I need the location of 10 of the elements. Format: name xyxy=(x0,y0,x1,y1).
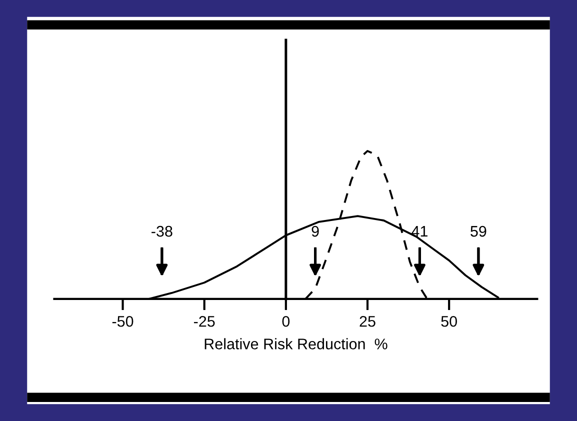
x-tick-label: 50 xyxy=(441,316,457,327)
x-axis-title: Relative Risk Reduction % xyxy=(204,338,388,350)
x-tick-label: -50 xyxy=(112,316,134,327)
x-tick-label: 25 xyxy=(360,316,376,327)
ref-line-label: 59 xyxy=(470,226,486,237)
ref-line-label: 41 xyxy=(412,226,428,237)
ref-line-label: -38 xyxy=(152,226,172,237)
ref-line-label: 9 xyxy=(312,226,319,237)
x-tick-label: 0 xyxy=(282,316,290,327)
x-tick-label: -25 xyxy=(194,316,215,327)
